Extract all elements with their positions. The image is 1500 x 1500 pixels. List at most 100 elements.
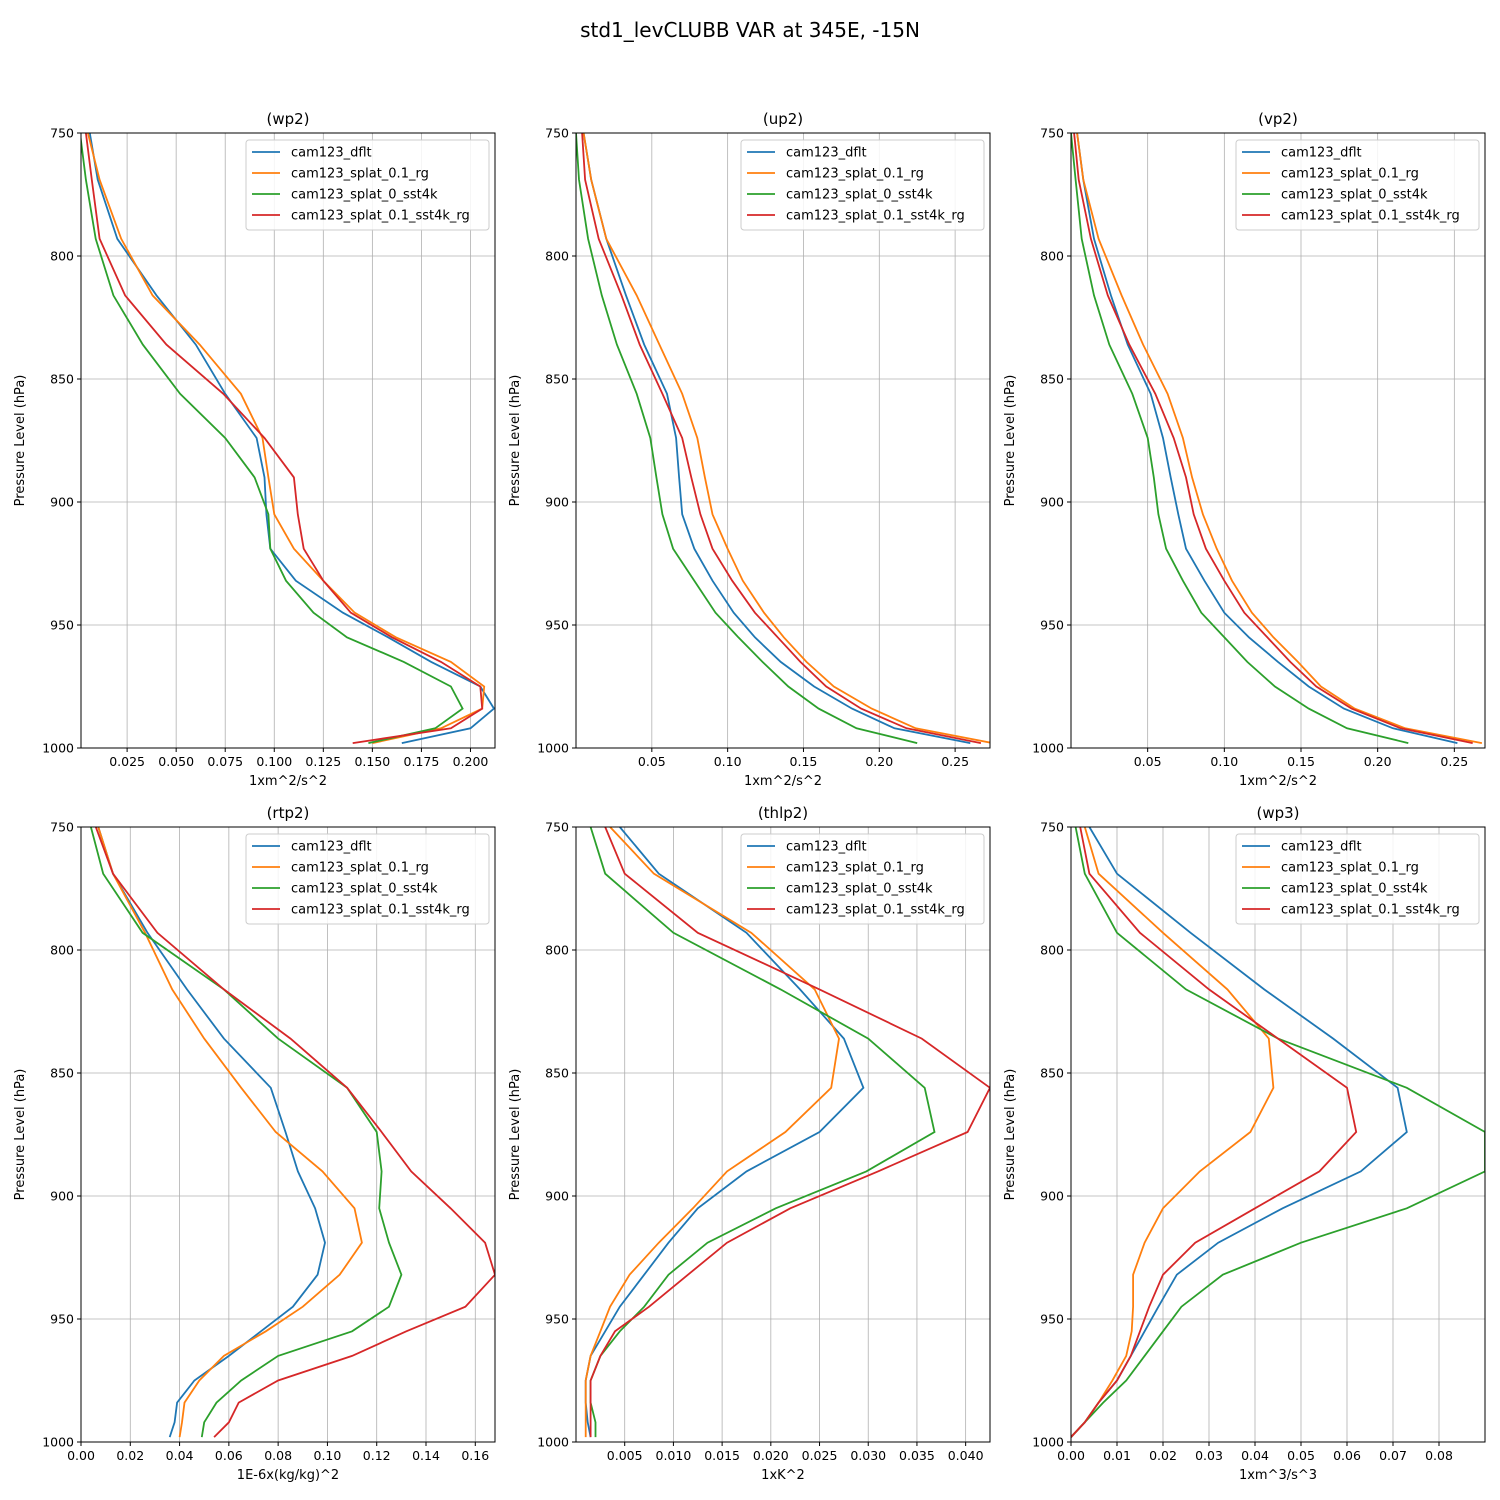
x-tick-label: 0.020	[753, 1448, 789, 1463]
legend-entry: cam123_splat_0.1_sst4k_rg	[786, 209, 965, 224]
series-line-cam123_splat_0_sst4k	[1071, 133, 1409, 744]
x-axis-label: 1xm^2/s^2	[249, 774, 327, 789]
x-axis-label: 1xm^2/s^2	[1239, 774, 1317, 789]
legend-entry: cam123_splat_0_sst4k	[786, 188, 933, 203]
y-tick-label: 850	[50, 1066, 74, 1081]
series-line-cam123_dflt	[1076, 133, 1458, 744]
x-tick-label: 0.010	[656, 1448, 692, 1463]
x-tick-label: 0.01	[1103, 1448, 1131, 1463]
y-tick-label: 1000	[537, 1435, 569, 1450]
y-tick-label: 800	[1040, 943, 1064, 958]
legend: cam123_dflt cam123_splat_0.1_rg cam123_spl…	[245, 139, 490, 231]
plot-frame	[575, 826, 991, 1443]
legend: cam123_dflt cam123_splat_0.1_rg cam123_spl…	[740, 833, 985, 925]
y-tick-label: 750	[1040, 126, 1064, 141]
plot-frame	[80, 826, 496, 1443]
legend-entry: cam123_dflt	[786, 840, 867, 855]
y-tick-label: 750	[545, 820, 569, 835]
panel-title: (vp2)	[1258, 110, 1298, 128]
x-tick-label: 0.04	[166, 1448, 194, 1463]
legend-entry: cam123_splat_0.1_rg	[1281, 861, 1419, 876]
panel-3: 0.05 0.10 0.15 0.20 0.25 750 800 850 900 950 1000 (…	[1003, 110, 1486, 789]
x-tick-label: 0.125	[305, 754, 341, 769]
y-tick-label: 900	[545, 495, 569, 510]
y-tick-label: 850	[50, 372, 74, 387]
legend-entry: cam123_splat_0.1_rg	[291, 861, 429, 876]
x-tick-label: 0.05	[1287, 1448, 1315, 1463]
legend-entry: cam123_splat_0.1_sst4k_rg	[291, 903, 470, 918]
legend: cam123_dflt cam123_splat_0.1_rg cam123_spl…	[740, 139, 985, 231]
y-axis-label: Pressure Level (hPa)	[1003, 375, 1018, 507]
x-tick-label: 0.10	[314, 1448, 342, 1463]
y-tick-label: 850	[545, 372, 569, 387]
legend-entry: cam123_splat_0_sst4k	[291, 188, 438, 203]
x-tick-label: 0.100	[256, 754, 292, 769]
panel-title: (wp3)	[1256, 804, 1299, 822]
x-tick-label: 0.175	[404, 754, 440, 769]
legend-entry: cam123_splat_0.1_rg	[786, 167, 924, 182]
legend-entry: cam123_splat_0_sst4k	[1281, 188, 1428, 203]
series-line-cam123_splat_0.1_rg	[1076, 133, 1483, 744]
legend: cam123_dflt cam123_splat_0.1_rg cam123_spl…	[1235, 139, 1480, 231]
x-tick-label: 0.12	[363, 1448, 391, 1463]
x-tick-label: 0.015	[704, 1448, 740, 1463]
y-tick-label: 850	[1040, 372, 1064, 387]
x-tick-label: 0.030	[850, 1448, 886, 1463]
y-tick-label: 800	[50, 249, 74, 264]
x-tick-label: 0.07	[1379, 1448, 1407, 1463]
legend-entry: cam123_splat_0.1_sst4k_rg	[1281, 903, 1460, 918]
panel-6: 0.00 0.01 0.02 0.03 0.04 0.05 0.06 0.07 0.08 750 8…	[1003, 804, 1486, 1483]
panel-title: (thlp2)	[758, 804, 808, 822]
y-tick-label: 900	[1040, 1189, 1064, 1204]
x-tick-label: 0.16	[461, 1448, 489, 1463]
x-tick-label: 0.06	[215, 1448, 243, 1463]
y-axis-label: Pressure Level (hPa)	[13, 1069, 28, 1201]
series-line-cam123_splat_0.1_rg	[87, 133, 486, 744]
x-tick-label: 0.00	[1057, 1448, 1085, 1463]
legend-box	[740, 139, 985, 231]
y-tick-label: 950	[545, 618, 569, 633]
panel-2: 0.05 0.10 0.15 0.20 0.25 750 800 850 900 950 1000 (…	[508, 110, 991, 789]
y-tick-label: 800	[545, 943, 569, 958]
legend-box	[245, 139, 490, 231]
legend-entry: cam123_dflt	[291, 840, 372, 855]
x-tick-label: 0.075	[207, 754, 243, 769]
x-tick-label: 0.035	[899, 1448, 935, 1463]
y-tick-label: 850	[545, 1066, 569, 1081]
panel-4: 0.00 0.02 0.04 0.06 0.08 0.10 0.12 0.14 0.16 750 8…	[13, 804, 496, 1483]
series-line-cam123_splat_0_sst4k	[1071, 827, 1485, 1438]
x-tick-label: 0.02	[1149, 1448, 1177, 1463]
x-tick-label: 0.10	[714, 754, 742, 769]
y-tick-label: 1000	[1032, 741, 1064, 756]
y-tick-label: 800	[50, 943, 74, 958]
x-tick-label: 0.150	[354, 754, 390, 769]
panel-title: (wp2)	[266, 110, 309, 128]
y-tick-label: 900	[1040, 495, 1064, 510]
x-tick-label: 0.200	[453, 754, 489, 769]
legend-entry: cam123_splat_0.1_rg	[1281, 167, 1419, 182]
legend-entry: cam123_splat_0.1_rg	[786, 861, 924, 876]
series-line-cam123_dflt	[97, 827, 326, 1438]
y-axis-label: Pressure Level (hPa)	[1003, 1069, 1018, 1201]
x-tick-label: 0.00	[67, 1448, 95, 1463]
legend-entry: cam123_dflt	[1281, 146, 1362, 161]
y-tick-label: 750	[545, 126, 569, 141]
y-tick-label: 1000	[537, 741, 569, 756]
x-tick-label: 0.20	[1364, 754, 1392, 769]
legend-entry: cam123_splat_0.1_sst4k_rg	[1281, 209, 1460, 224]
series-line-cam123_splat_0.1_sst4k_rg	[581, 133, 982, 744]
legend-entry: cam123_dflt	[786, 146, 867, 161]
series-line-cam123_dflt	[88, 133, 495, 744]
y-tick-label: 900	[545, 1189, 569, 1204]
legend-entry: cam123_splat_0_sst4k	[1281, 882, 1428, 897]
series-line-cam123_splat_0.1_sst4k_rg	[85, 133, 484, 744]
series-line-cam123_splat_0_sst4k	[90, 827, 403, 1438]
x-axis-label: 1xK^2	[761, 1468, 805, 1483]
x-tick-label: 0.05	[638, 754, 666, 769]
plot-frame	[575, 132, 991, 749]
legend-entry: cam123_splat_0_sst4k	[786, 882, 933, 897]
x-tick-label: 0.08	[1425, 1448, 1453, 1463]
y-axis-label: Pressure Level (hPa)	[508, 1069, 523, 1201]
legend-box	[1235, 833, 1480, 925]
